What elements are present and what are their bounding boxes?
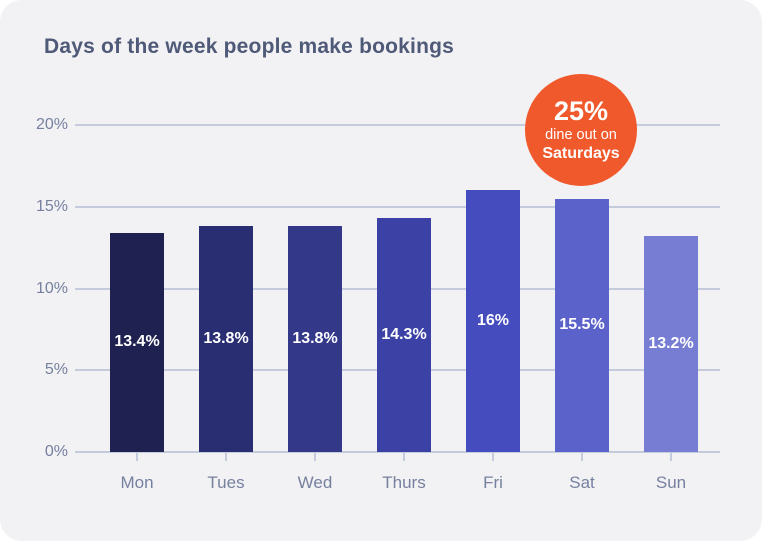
bar-value-label: 13.2% xyxy=(648,335,694,353)
bar-mon xyxy=(110,232,164,452)
x-axis-tick xyxy=(670,452,672,461)
chart-title: Days of the week people make bookings xyxy=(44,35,455,58)
bar-value-label: 16% xyxy=(476,312,510,330)
x-axis-label-tues: Tues xyxy=(207,473,245,492)
badge-headline: 25% xyxy=(553,96,609,126)
bar-wed xyxy=(288,226,342,452)
bar-value-label: 13.4% xyxy=(114,333,160,351)
x-axis-tick xyxy=(403,452,405,461)
x-axis-label-sun: Sun xyxy=(655,473,687,492)
bar-fri xyxy=(466,190,520,452)
x-axis-label-fri: Fri xyxy=(483,473,503,492)
gridline-20% xyxy=(75,124,720,126)
bar-value-label: 15.5% xyxy=(559,316,605,334)
x-axis-label-thurs: Thurs xyxy=(382,473,426,492)
gridline-0% xyxy=(75,451,720,453)
bar-sun xyxy=(644,236,698,452)
bar-tues xyxy=(199,226,253,452)
x-axis-tick xyxy=(581,452,583,461)
x-axis-label-mon: Mon xyxy=(120,473,154,492)
bar-sat xyxy=(555,198,609,452)
badge-subtext-bold: Saturdays xyxy=(542,145,620,162)
x-axis-label-wed: Wed xyxy=(297,473,333,492)
bar-thurs xyxy=(377,218,431,452)
x-axis-tick xyxy=(314,452,316,461)
callout-badge: 25% dine out on Saturdays xyxy=(525,74,637,186)
x-axis-label-sat: Sat xyxy=(569,473,595,492)
x-axis-tick xyxy=(225,452,227,461)
badge-subtext: dine out on xyxy=(545,127,617,143)
y-axis-tick-label: 20% xyxy=(35,116,68,133)
bar-value-label: 13.8% xyxy=(292,330,338,348)
x-axis-tick xyxy=(136,452,138,461)
y-axis-tick-label: 5% xyxy=(44,361,68,379)
y-axis-tick-label: 15% xyxy=(35,197,68,215)
bar-value-label: 13.8% xyxy=(203,330,249,348)
y-axis-tick-label: 0% xyxy=(44,443,68,460)
y-axis-tick-label: 10% xyxy=(35,279,68,297)
x-axis-tick xyxy=(492,452,494,461)
gridline-15% xyxy=(75,205,720,208)
bar-value-label: 14.3% xyxy=(381,326,427,344)
